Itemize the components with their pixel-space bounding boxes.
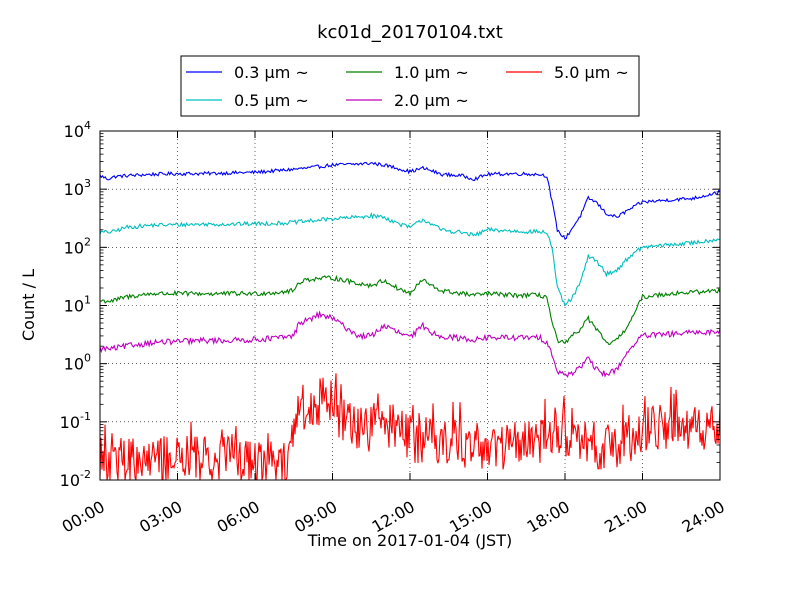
legend-label: 2.0 μm ~ — [394, 91, 469, 110]
y-tick-label: 10-1 — [60, 410, 91, 432]
series-line — [99, 373, 721, 481]
legend: 0.3 μm ~ 0.5 μm ~ 1.0 μm ~ 2.0 μm ~ 5.0 μm ~ — [180, 55, 640, 117]
y-tick-label: 103 — [64, 177, 91, 199]
series-line — [99, 161, 721, 240]
y-tick-label: 100 — [64, 352, 91, 374]
series-line — [99, 274, 721, 346]
y-tick-label: 102 — [64, 235, 91, 257]
y-tick-label: 104 — [64, 119, 91, 141]
y-axis: 10-2 10-1 100 101 102 103 104 — [60, 119, 720, 490]
y-tick-label: 101 — [64, 294, 91, 316]
x-axis-label: Time on 2017-01-04 (JST) — [307, 531, 512, 550]
series-line — [99, 211, 720, 307]
legend-label: 0.3 μm ~ — [234, 63, 309, 82]
legend-label: 1.0 μm ~ — [394, 63, 469, 82]
series-layer — [99, 161, 721, 481]
legend-box — [180, 55, 640, 117]
series-line — [99, 310, 721, 378]
chart-title: kc01d_20170104.txt — [317, 22, 503, 43]
legend-label: 0.5 μm ~ — [234, 91, 309, 110]
legend-label: 5.0 μm ~ — [554, 63, 629, 82]
y-axis-label: Count / L — [19, 269, 38, 341]
y-tick-label: 10-2 — [60, 468, 91, 490]
